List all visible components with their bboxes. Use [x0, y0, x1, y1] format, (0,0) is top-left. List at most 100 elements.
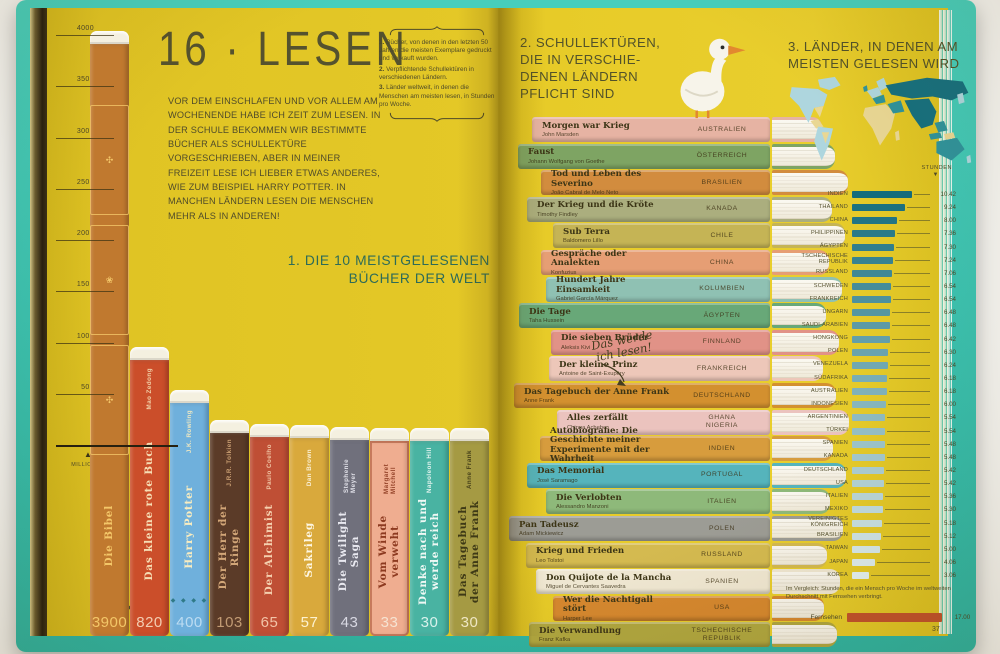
leader-line [886, 456, 930, 458]
country-label: INDIEN [827, 190, 848, 197]
country-label: TÜRKEI [826, 427, 848, 434]
book-title-area: Denke nach und werde reich [410, 494, 449, 609]
stack-book-pages [772, 276, 842, 302]
stack-book-spine: Das Tagebuch der Anne Frank Anne Frank DEU… [514, 383, 770, 408]
stack-book-info: Das Memorial José Saramago [527, 466, 674, 484]
stack-book-spine: Der kleine Prinz Antoine de Saint-Exupéry… [549, 356, 770, 382]
country-bar [852, 467, 884, 475]
book-pages-top [90, 31, 129, 45]
axis-tick-label: 3000 [76, 127, 94, 135]
country-bar [852, 388, 888, 396]
book-pages-top [170, 390, 209, 403]
axis-tick-line [56, 342, 114, 344]
stack-book-country: ÖSTERREICH [696, 152, 748, 160]
stack-book-title: Krieg und Frieden [536, 546, 625, 557]
page-block-shadow [30, 8, 47, 636]
country-bar [852, 335, 890, 343]
book-author-band: Stephenie Meyer [343, 445, 357, 493]
stack-book-country: BRASILIEN [701, 178, 743, 186]
stack-book-title: Don Quijote de la Mancha [546, 572, 672, 583]
country-row: HONGKONG 6.42 [786, 333, 956, 346]
stack-book-spine: Die sieben Brüder Aleksis Kivi FINNLAND [551, 329, 770, 355]
country-label: DEUTSCHLAND [803, 466, 848, 473]
country-label: SCHWEDEN [813, 282, 848, 289]
country-bar [852, 322, 891, 330]
country-row: PHILIPPINEN 7.36 [786, 227, 956, 240]
leader-line [889, 364, 930, 366]
book-author: Margaret Mitchell [382, 463, 397, 494]
leader-line [887, 430, 930, 432]
country-value: 7.06 [943, 269, 956, 277]
stack-book-pages [772, 622, 837, 648]
note-2-number: 2. [379, 65, 385, 73]
country-row: VENEZUELA 6.24 [786, 359, 956, 372]
axis-tick-label: 1000 [76, 332, 94, 340]
book-pages-top [130, 346, 169, 360]
book-pages-top [450, 427, 489, 441]
stack-book-country: PORTUGAL [700, 471, 744, 479]
stack-book-spine: Gespräche oder Analekten Konfuzius CHINA [541, 249, 770, 276]
stack-row: Morgen war Krieg John Marsden AUSTRALIEN [532, 117, 822, 142]
book-title: Harry Potter [183, 484, 196, 569]
leader-line [885, 470, 930, 472]
book-count: 30 [460, 613, 479, 631]
ornament-panel: ✣ [90, 345, 129, 456]
note-1-text: Bücher, von denen in den letzten 50 Jahr… [379, 38, 492, 62]
stack-book-author: Alessandro Manzoni [556, 504, 609, 511]
stack-book-author: Konfuzius [551, 269, 577, 276]
book-pages-top [370, 427, 409, 441]
stack-book-pages [772, 489, 830, 515]
section1-heading: 1. DIE 10 MEISTGELESENEN BÜCHER DER WELT [240, 252, 490, 288]
stack-book-title: Die Tage [529, 306, 571, 317]
book-author-band: Paulo Coelho [266, 442, 273, 490]
book-spine: Dan Brown Sakrileg 57 [290, 425, 329, 636]
country-bar [852, 519, 882, 527]
leader-line [895, 259, 930, 261]
country-bar [852, 191, 912, 199]
axis-tick-label: 2000 [76, 230, 94, 237]
comparison-note: Im Vergleich: Stunden, die ein Mensch pr… [786, 586, 951, 600]
country-bar [852, 532, 882, 540]
stack-book-spine: Der Krieg und die Kröte Timothy Findley KA… [527, 196, 770, 222]
stack-row: Die Tage Taha Hussein ÄGYPTEN [519, 303, 826, 329]
leader-line [893, 272, 930, 274]
hours-header: STUNDEN ▼ [880, 165, 952, 178]
country-bar [852, 348, 889, 356]
stack-book-info: Hundert Jahre Einsamkeit Gabriel García M… [546, 275, 674, 303]
stack-row: Don Quijote de la Mancha Miguel de Cervan… [536, 569, 840, 595]
country-label: AUSTRALIEN [810, 387, 848, 394]
stack-book-pages [772, 383, 836, 408]
stack-book-country: POLEN [708, 524, 736, 532]
stack-book-spine: Morgen war Krieg John Marsden AUSTRALIEN [532, 117, 770, 142]
country-value: 6.18 [943, 375, 956, 383]
stack-book-info: Alles zerfällt Chinua Achebe [557, 413, 674, 431]
stack-book-country: INDIEN [708, 444, 736, 452]
country-label: JAPAN [829, 558, 848, 565]
book-spine-body: J.K. Rowling Harry Potter ◆ ◆ ◆ ◆ 400 [170, 403, 209, 636]
tv-bar [847, 612, 943, 622]
stack-book-pages [772, 595, 824, 621]
country-value: 6.30 [943, 348, 956, 356]
country-label: VENEZUELA [812, 361, 848, 368]
book-spine: J.K. Rowling Harry Potter ◆ ◆ ◆ ◆ 400 [170, 390, 209, 636]
stack-row: Der kleine Prinz Antoine de Saint-Exupéry… [549, 356, 823, 382]
stack-book-pages [772, 223, 845, 249]
stack-book-author: João Cabral de Melo Neto [551, 189, 619, 196]
country-bar [852, 559, 875, 566]
country-bar [852, 545, 880, 553]
country-label: SPANIEN [822, 440, 848, 447]
book-pages-top [210, 420, 249, 434]
stack-book-pages [772, 356, 823, 382]
country-label: USA [835, 479, 848, 486]
country-label: RUSSLAND [815, 269, 848, 276]
leader-line [877, 562, 930, 563]
axis-tick-line [56, 188, 114, 190]
book-title-area: Der Alchimist [250, 490, 289, 609]
country-row: MEXIKO 5.30 [786, 503, 956, 516]
stack-book-info: Die Verlobten Alessandro Manzoni [546, 493, 674, 511]
country-bar [852, 204, 905, 212]
country-bar [852, 440, 885, 448]
country-row: AUSTRALIEN 6.18 [786, 385, 956, 398]
stack-row: Der Krieg und die Kröte Timothy Findley KA… [527, 196, 832, 222]
stack-book-pages [772, 569, 840, 595]
